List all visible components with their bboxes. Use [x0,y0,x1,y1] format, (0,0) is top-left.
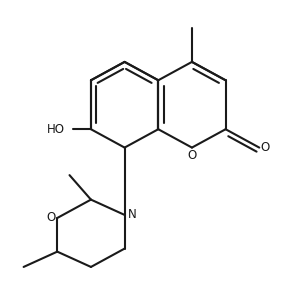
Text: O: O [47,211,56,225]
Text: O: O [261,141,270,154]
Text: O: O [187,149,197,162]
Text: N: N [128,208,137,221]
Text: HO: HO [47,123,65,136]
